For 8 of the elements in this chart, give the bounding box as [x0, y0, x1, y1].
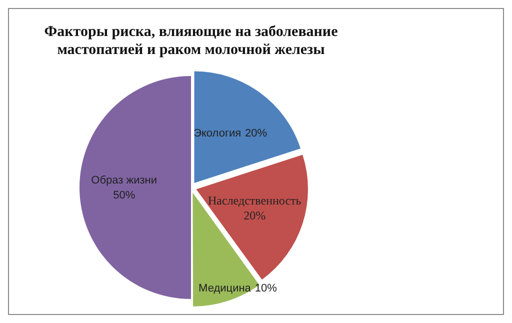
- slice-label: Медицина: [198, 282, 252, 294]
- data-label: 20%: [244, 208, 266, 222]
- data-label: 50%: [113, 190, 136, 202]
- slice-label: Наследственность: [208, 193, 302, 208]
- data-label: 20%: [245, 127, 268, 140]
- chart-title: Факторы риска, влияющие на заболевание мастопатией и раком молочной железы: [44, 24, 338, 58]
- data-label: 10%: [254, 282, 278, 294]
- slice-label: Образ жизни: [91, 174, 158, 187]
